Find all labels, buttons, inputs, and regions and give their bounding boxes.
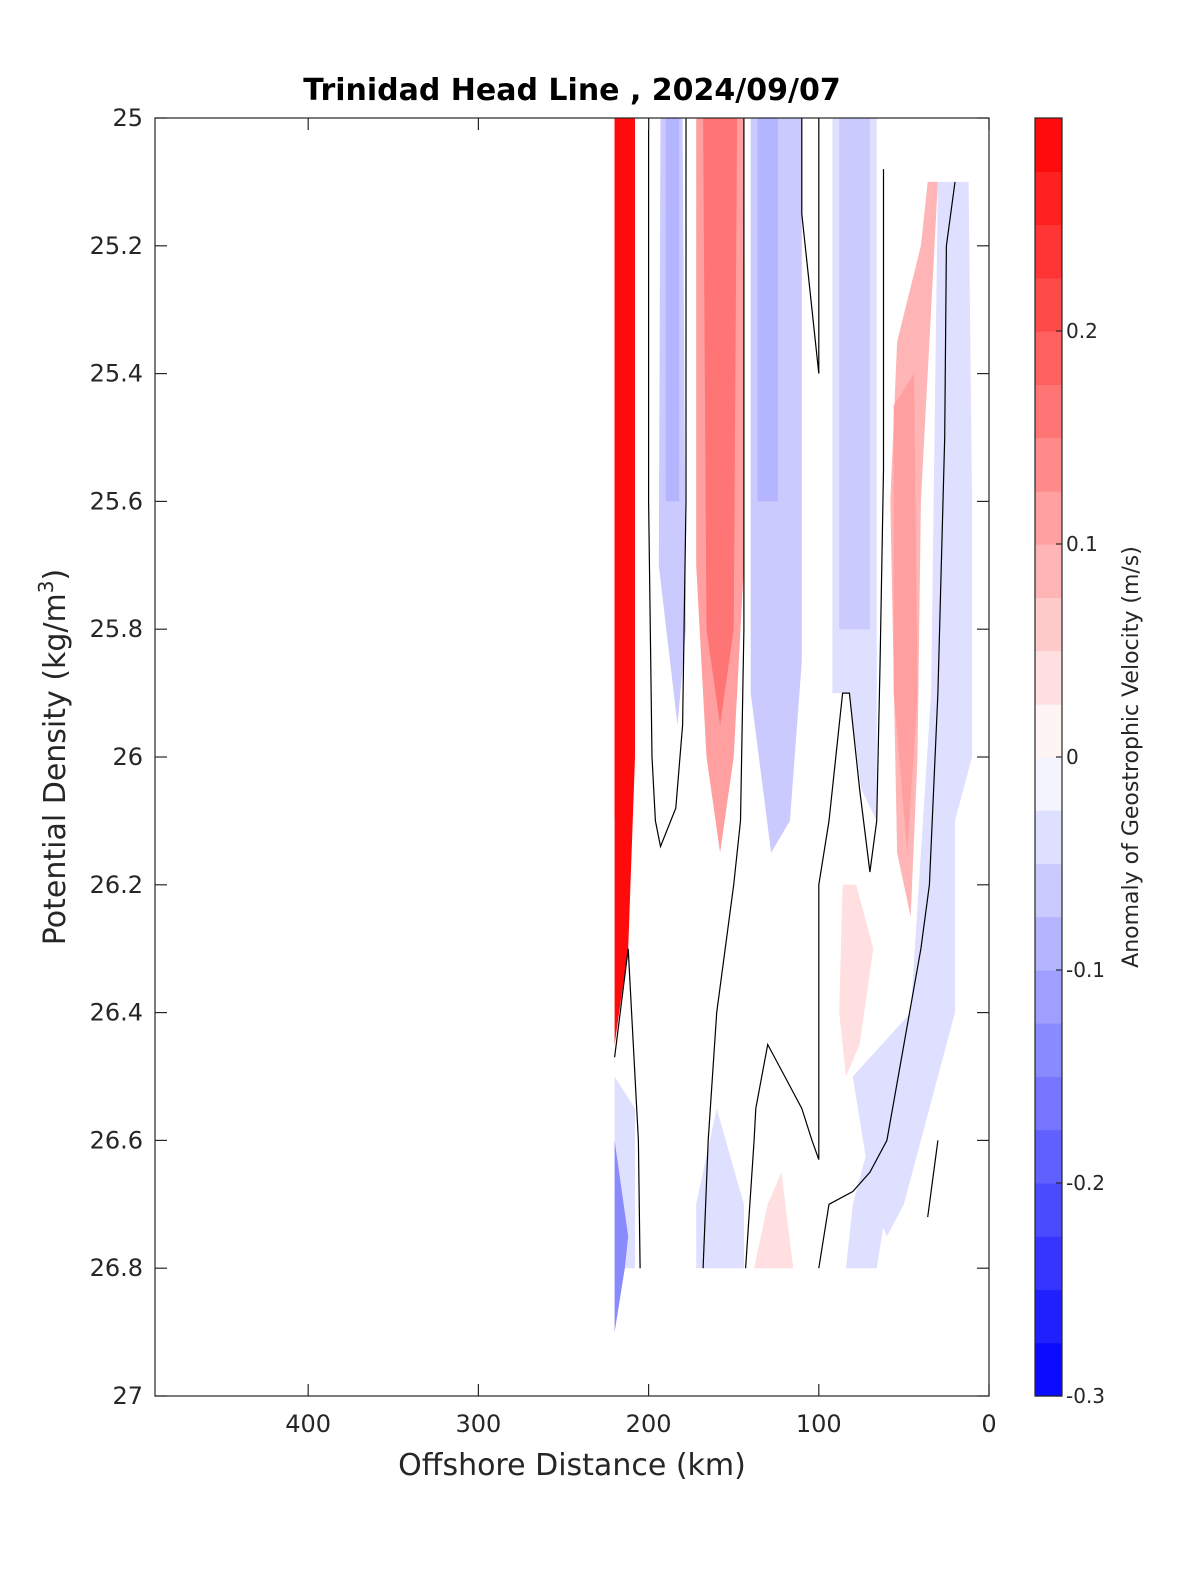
y-axis-label-main: Potential Density (kg/m (38, 593, 73, 945)
colorbar-tick-label: 0 (1066, 745, 1079, 769)
colorbar-level (1035, 277, 1062, 332)
y-axis-label-sup: 3 (34, 580, 58, 593)
positive-anomaly-patch-80km (839, 884, 874, 1077)
y-tick-label: 25.2 (90, 232, 143, 260)
colorbar-level (1035, 490, 1062, 545)
positive-anomaly-patch-130km (754, 1172, 794, 1269)
zero-contour-200km (647, 118, 687, 849)
x-tick-label: 300 (455, 1410, 501, 1438)
colorbar-tick-label: 0.1 (1066, 532, 1098, 556)
colorbar-tick-label: 0.2 (1066, 319, 1098, 343)
colorbar-level (1035, 1183, 1062, 1237)
colorbar-tick-label: -0.1 (1066, 958, 1105, 982)
negative-anomaly-band-20km (852, 181, 972, 1237)
zero-contour-62km (745, 169, 885, 1269)
y-axis-label: Potential Density (kg/m3) (34, 569, 73, 945)
positive-anomaly-core-48km (893, 373, 918, 853)
colorbar-ticks: 0.2 0.1 0 -0.1 -0.2 -0.3 (1056, 319, 1105, 1408)
negative-anomaly-core-185km (665, 118, 680, 502)
positive-anomaly-core-215km (614, 118, 627, 821)
colorbar-level (1035, 597, 1062, 652)
colorbar-level (1035, 863, 1062, 918)
y-tick-label: 25 (112, 104, 143, 132)
zero-contour-30km (927, 1140, 939, 1218)
x-axis: 400 300 200 100 0 (285, 118, 997, 1438)
colorbar-tick-label: -0.2 (1066, 1171, 1105, 1195)
colorbar-level (1035, 650, 1062, 705)
y-tick-label: 26 (112, 743, 143, 771)
colorbar-level (1035, 970, 1062, 1024)
colorbar-level (1035, 1289, 1062, 1344)
zero-contour-220km (614, 948, 641, 1269)
colorbar-level (1035, 118, 1062, 172)
y-axis: 25 25.2 25.4 25.6 25.8 26 26.2 26.4 26.6 26.8 27 (90, 104, 989, 1410)
colorbar-level (1035, 544, 1062, 598)
y-tick-label: 26.4 (90, 999, 143, 1027)
contour-line-group (614, 118, 956, 1269)
negative-anomaly-band-65km (846, 1140, 898, 1269)
colorbar-level (1035, 757, 1062, 811)
x-tick-label: 0 (981, 1410, 996, 1438)
colorbar-level (1035, 384, 1062, 439)
colorbar-level (1035, 437, 1062, 492)
y-tick-label: 26.2 (90, 871, 143, 899)
colorbar-level (1035, 1129, 1062, 1184)
colorbar-label: Anomaly of Geostrophic Velocity (m/s) (1119, 546, 1144, 968)
y-tick-label: 26.6 (90, 1126, 143, 1154)
negative-anomaly-core-130km (757, 118, 778, 502)
colorbar-level (1035, 1076, 1062, 1131)
y-tick-label: 25.6 (90, 487, 143, 515)
zero-contour-20km (818, 181, 956, 1269)
colorbar-level (1035, 171, 1062, 226)
negative-anomaly-core-80km (839, 118, 870, 630)
colorbar-level (1035, 916, 1062, 971)
negative-anomaly-core-215km (614, 1140, 629, 1333)
colorbar-level (1035, 1023, 1062, 1078)
zero-contour-145km (702, 118, 745, 1269)
x-tick-label: 400 (285, 1410, 331, 1438)
colorbar-level (1035, 331, 1062, 385)
negative-anomaly-band-160km (696, 1108, 744, 1269)
chart-title: Trinidad Head Line , 2024/09/07 (303, 73, 840, 108)
y-tick-label: 25.4 (90, 360, 143, 388)
colorbar-level (1035, 703, 1062, 758)
colorbar-level (1035, 1342, 1062, 1397)
x-tick-label: 200 (626, 1410, 672, 1438)
y-tick-label: 27 (112, 1382, 143, 1410)
x-axis-label: Offshore Distance (km) (398, 1448, 746, 1483)
colorbar-level (1035, 1236, 1062, 1291)
zero-contour-100km (801, 118, 820, 374)
colorbar-level (1035, 810, 1062, 865)
colorbar (1035, 117, 1062, 1397)
contour-fill-group (614, 118, 972, 1333)
y-axis-label-close: ) (38, 569, 73, 581)
colorbar-level (1035, 224, 1062, 279)
positive-anomaly-core-160km (703, 118, 738, 725)
y-tick-label: 26.8 (90, 1254, 143, 1282)
y-tick-label: 25.8 (90, 615, 143, 643)
x-tick-label: 100 (796, 1410, 842, 1438)
colorbar-tick-label: -0.3 (1066, 1384, 1105, 1408)
